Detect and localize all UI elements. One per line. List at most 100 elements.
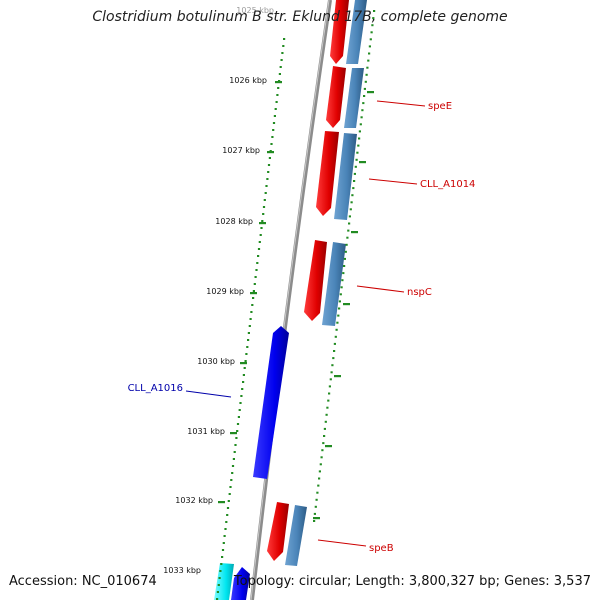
label-connector-cll-a1016 [185, 390, 232, 398]
tick-label: 1028 kbp [215, 217, 253, 226]
cds-feature-forward-speb [285, 505, 307, 566]
inner-ring-dot [221, 549, 225, 551]
outer-ring-dot [337, 314, 340, 317]
outer-ring-dot [345, 243, 348, 246]
label-connector-nspc [356, 285, 405, 293]
outer-ring-dot [327, 399, 330, 402]
inner-ring-dot [240, 395, 243, 397]
kbp-tick [250, 292, 257, 295]
outer-ring-dot [318, 470, 321, 473]
inner-ring-dot [262, 206, 266, 208]
inner-ring-dot [253, 283, 256, 285]
tick-label: 1027 kbp [222, 146, 260, 155]
inner-ring-dot [226, 507, 230, 509]
outer-ring-dot [328, 392, 331, 395]
outer-ring-dot [348, 215, 351, 218]
outer-ring-dot [362, 102, 365, 105]
cds-feature-forward-nspc [322, 242, 346, 326]
outer-kbp-tick [351, 231, 358, 234]
inner-ring-dot [226, 514, 229, 516]
inner-ring-dot [270, 143, 273, 145]
kbp-tick [240, 362, 247, 365]
inner-ring-dot [268, 157, 271, 159]
inner-ring-dot [256, 262, 259, 264]
inner-ring-dot [260, 227, 263, 229]
inner-ring-dot [255, 269, 258, 271]
outer-kbp-tick [343, 303, 350, 306]
genome-backbone [250, 0, 332, 600]
gene-feature-forward-cll-a1014 [316, 131, 339, 216]
inner-ring-dot [266, 178, 269, 180]
outer-ring-dot [322, 442, 325, 445]
tick-label: 1031 kbp [187, 427, 225, 436]
tick-label: 1030 kbp [197, 357, 235, 366]
inner-ring-dot [234, 444, 237, 446]
inner-ring-dot [250, 311, 253, 313]
inner-ring-dot [216, 591, 219, 593]
outer-ring-dot [319, 463, 322, 466]
outer-tick-ring [313, 10, 376, 522]
tick-label: 1033 kbp [163, 566, 201, 575]
kbp-tick-marks [218, 81, 374, 520]
outer-ring-dot [340, 286, 343, 289]
gene-label-cll-a1016: CLL_A1016 [128, 383, 183, 394]
outer-ring-dot [314, 505, 317, 508]
inner-ring-dot [265, 185, 268, 187]
map-title: Clostridium botulinum B str. Eklund 17B,… [92, 9, 508, 25]
outer-ring-dot [344, 250, 347, 253]
outer-ring-dot [363, 95, 366, 97]
inner-ring-dot [272, 129, 275, 131]
outer-ring-dot [316, 491, 319, 494]
inner-ring-dot [235, 437, 238, 439]
label-connector-spee [376, 100, 426, 107]
inner-ring-dot [274, 108, 277, 110]
inner-ring-dot [232, 458, 235, 460]
inner-ring-dot [217, 584, 220, 586]
kbp-tick [267, 151, 274, 154]
inner-ring-dot [246, 346, 249, 348]
inner-ring-dot [231, 472, 234, 474]
outer-ring-dot [360, 116, 363, 119]
inner-ring-dot [216, 598, 219, 600]
inner-ring-dot [223, 535, 226, 537]
topology-text: Topology: circular; Length: 3,800,327 bp… [233, 574, 591, 589]
outer-kbp-tick [367, 91, 374, 94]
outer-ring-dot [353, 180, 356, 182]
outer-ring-dot [347, 229, 350, 232]
outer-ring-dot [361, 109, 364, 112]
outer-ring-dot [313, 520, 316, 522]
outer-ring-dot [349, 208, 352, 211]
inner-ring-dot [280, 59, 283, 61]
outer-kbp-tick [325, 445, 332, 448]
outer-ring-dot [367, 59, 370, 62]
outer-ring-dot [332, 357, 335, 360]
genome-backbone-highlight [250, 0, 330, 600]
inner-ring-dot [239, 402, 242, 404]
outer-ring-dot [358, 130, 361, 133]
inner-ring-dot [273, 115, 276, 117]
inner-ring-dot [258, 241, 261, 243]
inner-ring-dot [236, 423, 240, 425]
kbp-tick [230, 432, 237, 435]
outer-ring-dot [363, 87, 366, 90]
outer-ring-dot [338, 307, 341, 310]
outer-ring-dot [331, 364, 334, 367]
kbp-tick [275, 81, 282, 84]
inner-ring-dot [261, 220, 264, 222]
inner-ring-dot [267, 164, 271, 166]
inner-ring-dot [247, 332, 250, 334]
outer-ring-dot [336, 321, 339, 324]
outer-ring-dot [320, 456, 323, 459]
inner-ring-dot [244, 360, 247, 362]
gene-feature-reverse-cll-a1016 [253, 326, 289, 479]
kbp-tick [259, 222, 266, 225]
outer-ring-dot [321, 449, 324, 452]
outer-ring-dot [356, 151, 359, 154]
outer-ring-dot [323, 427, 326, 430]
other-feature-reverse [214, 563, 234, 600]
outer-ring-dot [370, 31, 373, 34]
inner-ring-dot [282, 45, 285, 47]
outer-ring-dot [353, 172, 356, 175]
outer-ring-dot [351, 194, 354, 197]
